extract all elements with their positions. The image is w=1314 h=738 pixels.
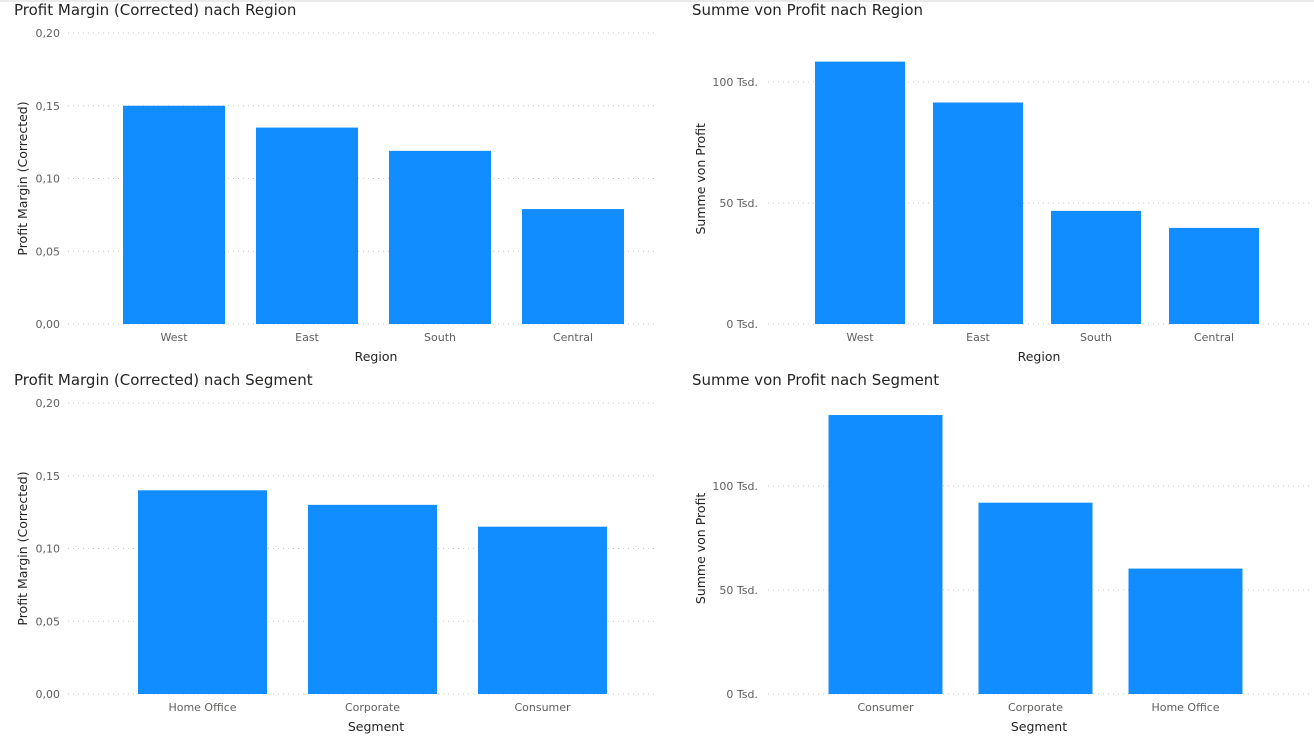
x-tick-label: Corporate [345, 701, 400, 714]
bar-central[interactable] [1169, 227, 1259, 324]
bar-home-office[interactable] [1128, 568, 1243, 694]
y-tick-label: 0,05 [36, 615, 61, 628]
bar-south[interactable] [1051, 210, 1141, 324]
bar-south[interactable] [389, 150, 491, 324]
y-tick-label: 0,00 [36, 688, 61, 701]
y-tick-label: 0,20 [36, 27, 61, 40]
bar-central[interactable] [522, 209, 624, 324]
y-tick-label: 0 Tsd. [726, 688, 758, 701]
chart-title-margin-segment: Profit Margin (Corrected) nach Segment [14, 371, 313, 389]
y-tick-label: 0,15 [36, 470, 61, 483]
y-tick-label: 100 Tsd. [712, 76, 758, 89]
y-axis-label: Summe von Profit [693, 493, 708, 605]
x-tick-label: East [295, 331, 319, 344]
y-tick-label: 0,10 [36, 543, 61, 556]
bar-west[interactable] [123, 105, 225, 324]
bar-consumer[interactable] [478, 526, 607, 694]
x-tick-label: West [160, 331, 188, 344]
x-tick-label: Consumer [857, 701, 914, 714]
bar-home-office[interactable] [138, 490, 267, 694]
bar-consumer[interactable] [828, 415, 943, 694]
x-tick-label: South [424, 331, 456, 344]
y-tick-label: 50 Tsd. [719, 584, 758, 597]
chart-title-profit-region: Summe von Profit nach Region [692, 1, 923, 19]
y-tick-label: 0 Tsd. [726, 318, 758, 331]
x-tick-label: Corporate [1008, 701, 1063, 714]
x-tick-label: Consumer [514, 701, 571, 714]
x-tick-label: West [846, 331, 874, 344]
y-axis-label: Summe von Profit [693, 123, 708, 235]
y-tick-label: 0,00 [36, 318, 61, 331]
y-tick-label: 0,15 [36, 100, 61, 113]
x-tick-label: Home Office [1151, 701, 1219, 714]
x-tick-label: South [1080, 331, 1112, 344]
x-axis-label: Segment [348, 719, 404, 734]
y-tick-label: 50 Tsd. [719, 197, 758, 210]
chart-title-profit-segment: Summe von Profit nach Segment [692, 371, 939, 389]
y-axis-label: Profit Margin (Corrected) [15, 101, 30, 255]
y-tick-label: 0,20 [36, 397, 61, 410]
bar-corporate[interactable] [308, 504, 437, 694]
bar-corporate[interactable] [978, 502, 1093, 694]
x-tick-label: Central [1194, 331, 1234, 344]
bar-east[interactable] [256, 127, 358, 324]
x-axis-label: Region [355, 349, 398, 364]
top-border [0, 0, 1314, 2]
bar-east[interactable] [933, 102, 1023, 324]
chart-title-margin-region: Profit Margin (Corrected) nach Region [14, 1, 296, 19]
x-axis-label: Region [1018, 349, 1061, 364]
x-axis-label: Segment [1011, 719, 1067, 734]
x-tick-label: East [966, 331, 990, 344]
y-tick-label: 0,10 [36, 173, 61, 186]
x-tick-label: Home Office [168, 701, 236, 714]
bar-west[interactable] [815, 61, 905, 324]
x-tick-label: Central [553, 331, 593, 344]
y-tick-label: 0,05 [36, 245, 61, 258]
y-tick-label: 100 Tsd. [712, 480, 758, 493]
y-axis-label: Profit Margin (Corrected) [15, 471, 30, 625]
